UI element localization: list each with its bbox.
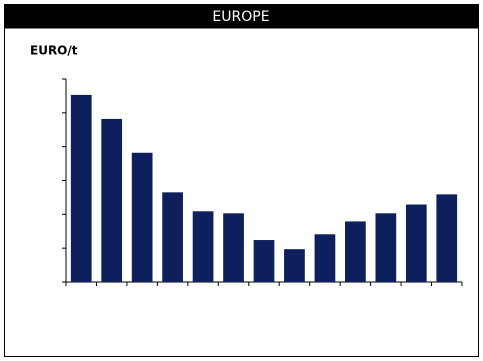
bar [223, 213, 244, 282]
bar [375, 213, 397, 282]
bar [192, 211, 214, 282]
bar [405, 204, 427, 282]
bar [162, 192, 183, 282]
chart-title: EUROPE [212, 9, 269, 25]
y-axis-label: EURO/t [30, 44, 78, 58]
bar [284, 249, 305, 282]
bar [436, 194, 458, 282]
bar [131, 152, 153, 282]
bar [253, 240, 275, 282]
header-bar [4, 4, 479, 29]
bar [345, 221, 366, 282]
bar [314, 234, 336, 282]
bar [70, 94, 92, 282]
bar [101, 118, 123, 282]
